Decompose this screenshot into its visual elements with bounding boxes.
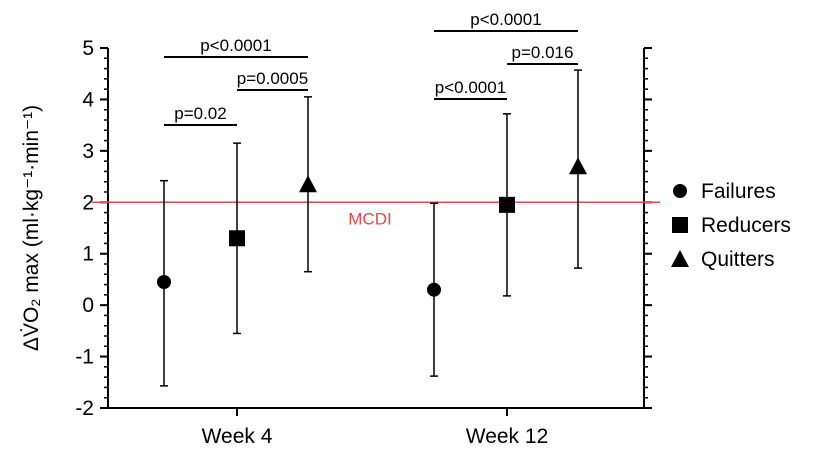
- legend-label: Reducers: [701, 214, 791, 237]
- y-tick-label: 2: [82, 191, 94, 214]
- legend-marker-failures: [673, 184, 687, 198]
- y-axis-left: -2 -1 0 1 2 3 4 5: [75, 37, 109, 420]
- y-tick-label: -1: [75, 346, 94, 369]
- data-point-quitters: [299, 175, 317, 193]
- y-axis-right: [643, 47, 652, 409]
- data-point-reducers: [229, 230, 245, 247]
- significance-brackets: p=0.02 p=0.0005 p<0.0001 p<0.0001 p=0.016 p<0…: [164, 10, 578, 126]
- y-tick-label: 0: [82, 294, 94, 317]
- mcdi-label: MCDI: [348, 209, 391, 228]
- y-tick-label: 4: [82, 88, 94, 111]
- y-tick-label: 3: [82, 140, 94, 163]
- significance-label: p<0.0001: [470, 10, 541, 29]
- significance-label: p<0.0001: [435, 78, 506, 97]
- significance-label: p=0.016: [512, 43, 574, 62]
- data-marks: [157, 69, 587, 387]
- x-category-label: Week 4: [202, 425, 273, 448]
- mcdi-reference-line: MCDI: [92, 201, 660, 228]
- y-axis-label: ΔV̇O₂ max (ml·kg⁻¹·min⁻¹): [20, 105, 43, 351]
- y-tick-label: 1: [82, 243, 94, 266]
- x-category-label: Week 12: [466, 425, 549, 448]
- legend-marker-reducers: [672, 217, 688, 233]
- significance-label: p=0.0005: [237, 69, 308, 88]
- legend-marker-quitters: [671, 250, 689, 267]
- significance-label: p<0.0001: [200, 36, 271, 55]
- legend-label: Failures: [701, 180, 776, 203]
- y-tick-label: 5: [82, 37, 94, 60]
- data-point-reducers: [499, 196, 515, 213]
- legend: Failures Reducers Quitters: [671, 180, 791, 271]
- y-tick-label: -2: [75, 397, 94, 420]
- data-point-quitters: [569, 157, 587, 175]
- x-axis: Week 4 Week 12: [108, 407, 644, 448]
- data-point-failures: [157, 275, 171, 289]
- legend-label: Quitters: [701, 248, 775, 271]
- data-point-failures: [427, 282, 441, 297]
- significance-label: p=0.02: [174, 104, 226, 123]
